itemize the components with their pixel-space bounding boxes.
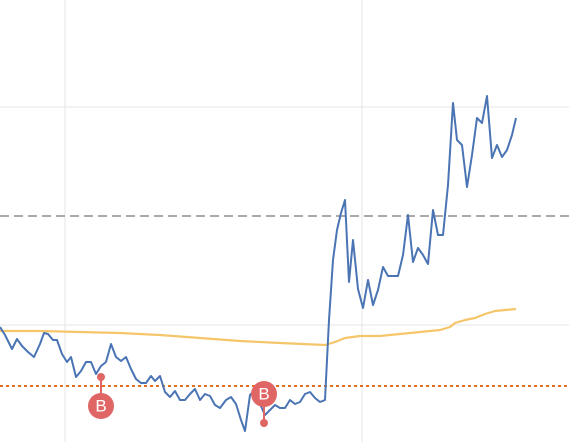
marker-label: B [95, 396, 106, 415]
series-line [0, 95, 517, 432]
marker-badge [88, 393, 114, 419]
marker-dot [260, 419, 268, 427]
marker-badge [251, 381, 277, 407]
series-line [0, 307, 517, 347]
marker-dot [97, 373, 105, 381]
marker-label: B [258, 384, 269, 403]
